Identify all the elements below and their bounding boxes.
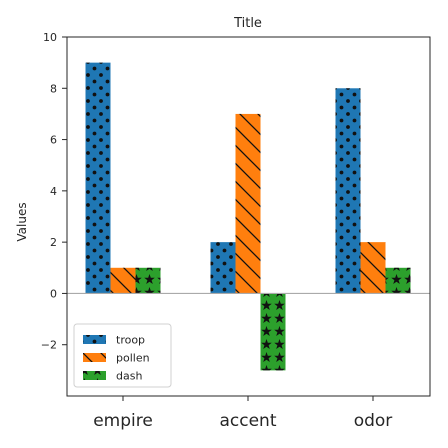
bar-pollen-empire xyxy=(110,267,136,294)
bar-dash-accent xyxy=(260,293,286,371)
bars-group xyxy=(85,62,411,371)
bar-troop-odor xyxy=(335,88,361,294)
y-axis-label: Values xyxy=(15,202,29,241)
chart-title: Title xyxy=(233,16,262,31)
legend-item-pollen: pollen xyxy=(83,352,150,365)
y-tick-label: 8 xyxy=(50,82,57,95)
y-axis-ticks: −2 0 2 4 6 8 10 xyxy=(41,31,67,352)
bar-pollen-odor xyxy=(360,242,386,294)
x-axis-labels: empire accent odor xyxy=(93,396,392,431)
bar-dash-empire xyxy=(135,267,161,294)
y-tick-label: −2 xyxy=(41,339,57,352)
legend-swatch-hatch xyxy=(83,353,106,362)
legend-label: troop xyxy=(116,334,145,347)
bar-hatch xyxy=(110,267,136,294)
legend-swatch-hatch xyxy=(83,335,106,344)
y-tick-label: 10 xyxy=(43,31,57,44)
legend: troop pollen dash xyxy=(73,323,172,388)
bar-dash-odor xyxy=(385,267,411,294)
y-tick-label: 2 xyxy=(50,236,57,249)
bar-troop-accent xyxy=(210,242,236,294)
bar-troop-empire xyxy=(85,62,111,294)
legend-swatch-hatch xyxy=(83,371,106,380)
y-tick-label: 4 xyxy=(50,185,57,198)
legend-item-dash: dash xyxy=(83,370,142,383)
bar-hatch xyxy=(385,267,411,294)
bar-hatch xyxy=(360,242,386,294)
plot-frame xyxy=(66,36,431,397)
y-tick-label: 0 xyxy=(50,287,57,300)
x-tick-label: empire xyxy=(93,411,153,431)
bar-hatch xyxy=(260,293,286,371)
bar-hatch xyxy=(210,242,236,294)
bar-hatch xyxy=(85,62,111,294)
x-tick-label: accent xyxy=(219,411,276,431)
bar-hatch xyxy=(135,267,161,294)
y-tick-label: 6 xyxy=(50,134,57,147)
legend-label: dash xyxy=(116,370,142,383)
bar-pollen-accent xyxy=(235,113,261,294)
legend-label: pollen xyxy=(116,352,150,365)
x-tick-label: odor xyxy=(354,411,393,431)
legend-item-troop: troop xyxy=(83,334,145,347)
bar-hatch xyxy=(335,88,361,294)
bar-hatch xyxy=(235,113,261,294)
